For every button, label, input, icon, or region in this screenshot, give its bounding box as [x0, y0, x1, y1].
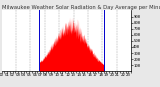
Text: Milwaukee Weather Solar Radiation & Day Average per Minute W/m2 (Today): Milwaukee Weather Solar Radiation & Day …: [2, 5, 160, 10]
